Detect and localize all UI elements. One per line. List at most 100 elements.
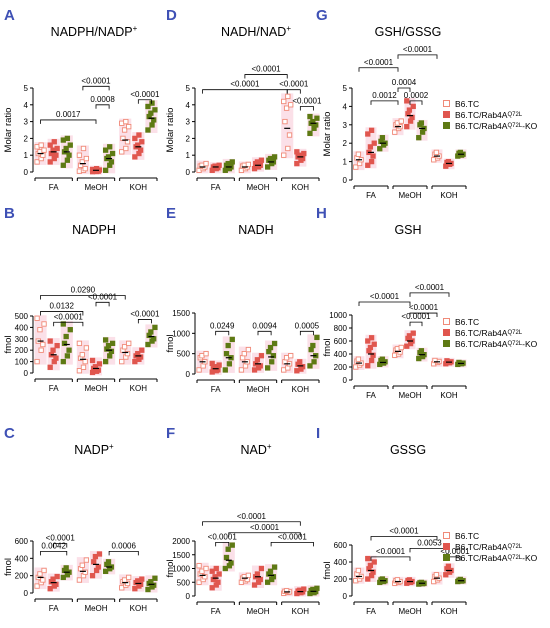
data-point <box>418 348 425 354</box>
data-point <box>229 336 235 343</box>
data-point <box>307 113 313 120</box>
data-point <box>281 152 287 158</box>
data-point <box>83 155 90 162</box>
data-point <box>64 135 71 142</box>
panel-title: NADH <box>238 223 273 237</box>
x-group-label: FA <box>366 191 376 200</box>
data-point <box>109 150 116 157</box>
data-point <box>152 575 158 581</box>
data-point <box>126 574 132 581</box>
legend-item: B6.TC/Rab4A Q72L -KO <box>443 120 537 131</box>
data-point <box>444 358 450 364</box>
legend-label-suffix: -KO <box>522 338 538 349</box>
data-point <box>294 149 300 155</box>
data-point <box>50 347 56 353</box>
data-point <box>96 551 103 557</box>
y-tick-label: 500 <box>177 578 191 587</box>
data-point <box>107 144 113 150</box>
y-tick-label: 800 <box>334 324 348 333</box>
data-point <box>79 562 85 568</box>
significance-bracket <box>244 74 288 79</box>
data-point <box>215 579 221 585</box>
p-value-label: <0.0001 <box>230 80 260 89</box>
data-point <box>76 368 83 374</box>
data-point <box>83 557 90 563</box>
y-tick-label: 200 <box>334 575 348 584</box>
legend-item: B6.TC/Rab4A Q72L <box>443 327 537 338</box>
legend-swatch <box>443 100 450 107</box>
y-tick-label: 3 <box>343 121 348 130</box>
panel-title: GSH/GSSG <box>375 25 442 39</box>
legend-label: B6.TC/Rab4A <box>455 541 508 552</box>
significance-bracket <box>358 67 399 72</box>
significance-bracket <box>358 301 411 306</box>
data-point <box>254 571 261 577</box>
data-point <box>152 324 158 331</box>
x-group-label: MeOH <box>246 183 269 192</box>
p-value-label: <0.0001 <box>251 65 281 74</box>
legend-label: B6.TC/Rab4A <box>455 120 508 131</box>
data-point <box>196 579 202 585</box>
data-point <box>60 321 66 327</box>
data-point <box>203 160 209 167</box>
data-point <box>63 333 69 340</box>
y-tick-label: 2 <box>186 134 191 143</box>
data-point <box>264 579 271 585</box>
significance-bracket <box>397 87 411 92</box>
panel-a-chart: A NADPH/NADP+ 0 1 2 3 4 5 Molar ratio FA MeOH KOH 0.… <box>3 7 160 192</box>
data-point <box>457 576 464 583</box>
data-point <box>47 364 53 370</box>
data-point <box>355 151 362 157</box>
data-point <box>51 139 57 145</box>
significance-bracket <box>215 330 230 336</box>
y-tick-label: 0 <box>343 592 348 601</box>
data-point <box>102 337 109 343</box>
data-point <box>108 159 115 165</box>
y-tick-label: 300 <box>15 335 29 344</box>
significance-bracket <box>202 89 288 94</box>
legend-panel-h: B6.TC B6.TC/Rab4A Q72L B6.TC/Rab4A Q72L -KO <box>443 316 537 349</box>
significance-bracket <box>40 119 97 124</box>
significance-bracket <box>137 99 152 104</box>
data-point <box>79 352 85 358</box>
significance-bracket <box>370 536 438 541</box>
p-value-label: <0.0001 <box>370 292 400 301</box>
data-point <box>404 98 410 104</box>
legend-swatch <box>443 318 450 325</box>
x-group-label: FA <box>211 607 221 616</box>
legend-label-sup: Q72L <box>507 543 523 550</box>
data-point <box>76 340 83 347</box>
data-point <box>196 367 202 373</box>
data-point <box>368 357 375 364</box>
x-group-label: MeOH <box>246 385 269 394</box>
data-point <box>137 147 144 153</box>
data-point <box>203 351 209 357</box>
legend-label: B6.TC <box>455 98 480 109</box>
data-point <box>83 345 90 351</box>
y-axis-label: fmol <box>3 336 14 354</box>
y-axis-label: fmol <box>165 335 176 353</box>
data-point <box>145 127 151 133</box>
data-point <box>283 588 290 594</box>
data-point <box>367 562 374 569</box>
panel-letter: D <box>166 7 177 24</box>
p-value-label: <0.0001 <box>46 534 76 543</box>
data-point <box>371 559 377 565</box>
data-point <box>258 157 265 163</box>
data-point <box>229 159 235 165</box>
significance-bracket <box>370 556 411 561</box>
y-tick-label: 1000 <box>172 329 190 338</box>
data-point <box>212 574 218 580</box>
data-point <box>109 340 116 347</box>
p-value-label: <0.0001 <box>88 292 118 301</box>
data-point <box>102 147 109 153</box>
y-tick-label: 1000 <box>329 311 347 320</box>
data-point <box>95 564 101 570</box>
y-tick-label: 3 <box>186 118 191 127</box>
data-point <box>123 118 129 125</box>
data-point <box>63 565 69 571</box>
data-point <box>151 336 157 342</box>
data-point <box>433 149 440 156</box>
data-point <box>271 340 278 347</box>
